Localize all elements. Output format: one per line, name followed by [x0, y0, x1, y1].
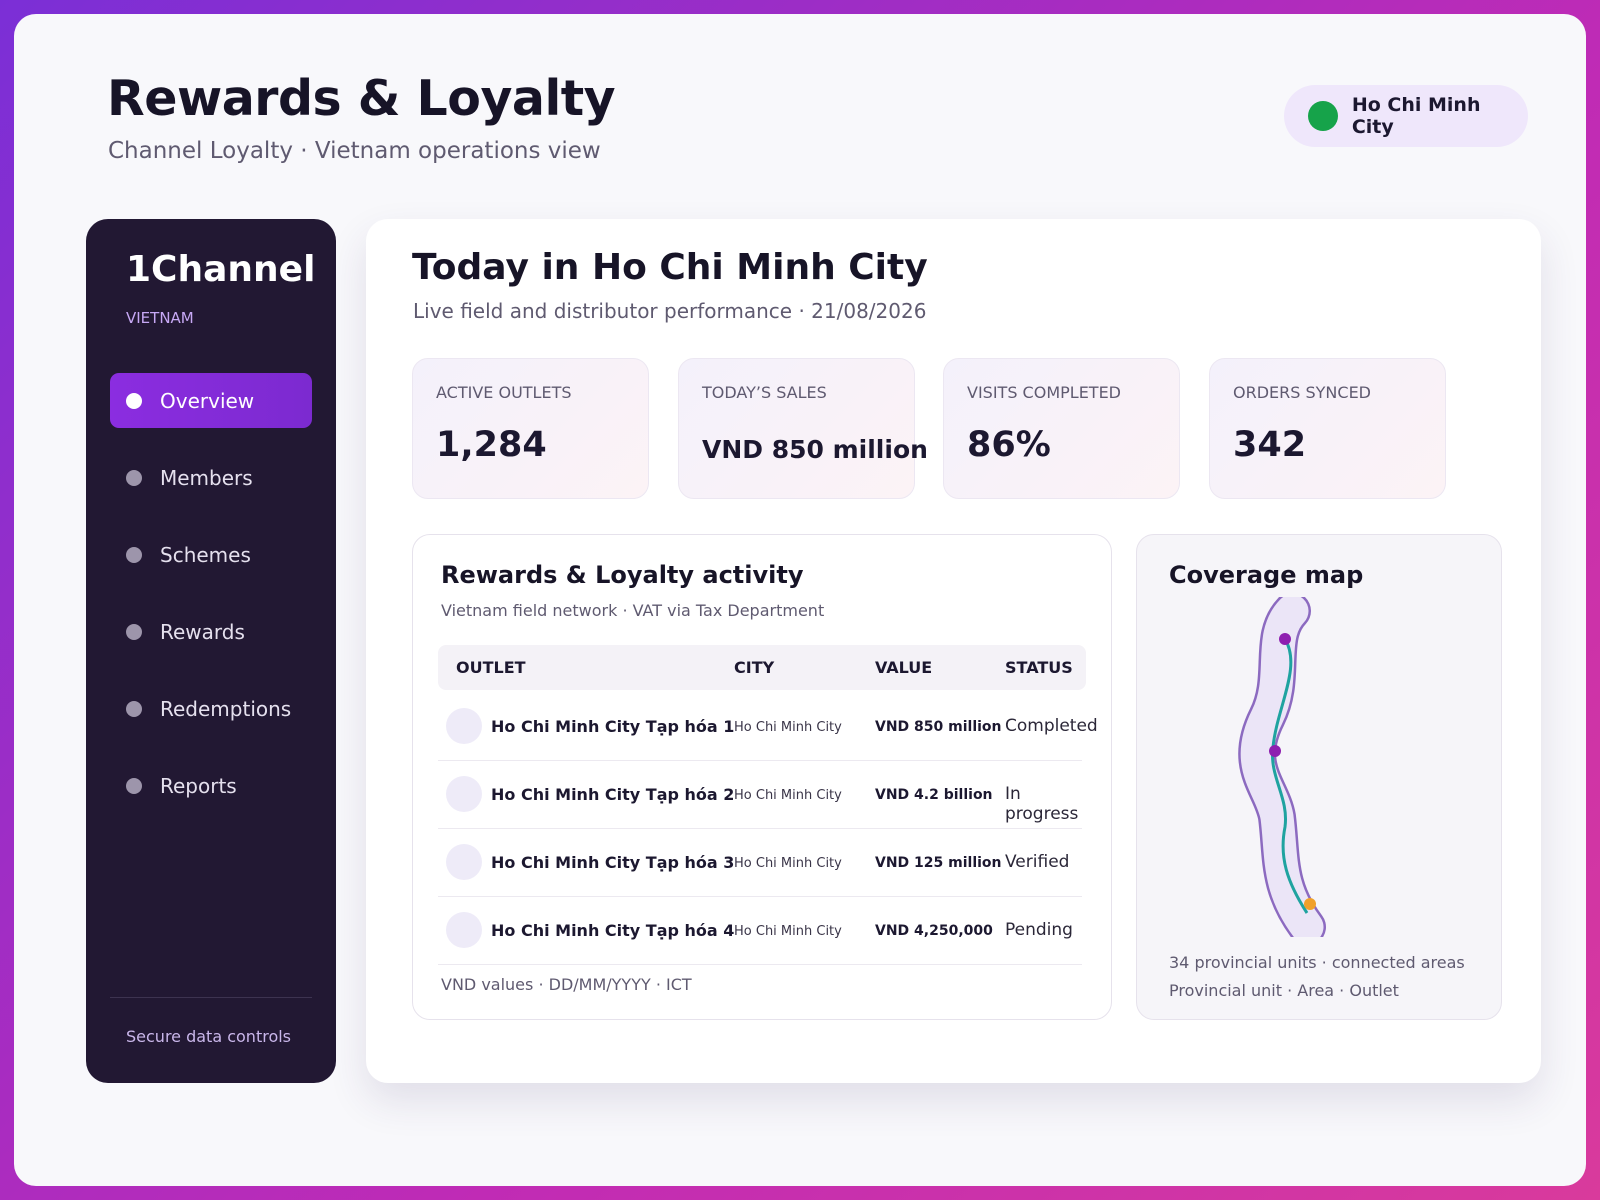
- status-dot: [1308, 101, 1338, 131]
- cell-city: Ho Chi Minh City: [734, 720, 842, 735]
- cell-status: In progress: [1005, 784, 1079, 824]
- nav-bullet: [126, 469, 142, 486]
- location-pill[interactable]: Ho Chi Minh City: [1284, 85, 1528, 147]
- route: [1270, 638, 1309, 914]
- avatar: [446, 776, 482, 812]
- map-pin: [1279, 633, 1291, 645]
- table-row: Ho Chi Minh City Tạp hóa 1 Ho Chi Minh Ci…: [438, 692, 1098, 761]
- kpi-value: 1,284: [436, 425, 547, 465]
- cell-status: Completed: [1005, 716, 1098, 736]
- nav-item[interactable]: Redemptions: [110, 681, 312, 736]
- avatar: [446, 912, 482, 948]
- table-header: OUTLET CITY VALUE STATUS: [438, 645, 1086, 690]
- sidebar: 1Channel VIETNAM Overview Members Scheme…: [86, 219, 336, 1083]
- nav-label: Schemes: [160, 542, 251, 567]
- nav-item[interactable]: Rewards: [110, 604, 312, 659]
- kpi-card: ACTIVE OUTLETS 1,284: [412, 358, 649, 499]
- cell-value: VND 4.2 billion: [875, 787, 993, 803]
- column-header: STATUS: [1005, 658, 1073, 677]
- nav-item[interactable]: Reports: [110, 758, 312, 813]
- cell-city: Ho Chi Minh City: [734, 924, 842, 939]
- main-subtitle: Live field and distributor performance ·…: [413, 299, 927, 323]
- column-header: VALUE: [875, 658, 933, 677]
- map-graphic: [1238, 597, 1326, 937]
- divider: [110, 997, 312, 998]
- nav-bullet: [126, 777, 142, 794]
- activity-subtitle: Vietnam field network · VAT via Tax Depa…: [441, 601, 825, 620]
- cell-value: VND 125 million: [875, 855, 1002, 871]
- activity-title: Rewards & Loyalty activity: [441, 561, 804, 589]
- nav-bullet: [126, 546, 142, 563]
- cell-city: Ho Chi Minh City: [734, 856, 842, 871]
- nav-bullet: [126, 700, 142, 717]
- column-header: CITY: [734, 658, 775, 677]
- region-fill: [1240, 597, 1324, 937]
- kpi-value: 86%: [967, 425, 1051, 465]
- table-row: Ho Chi Minh City Tạp hóa 3 Ho Chi Minh Ci…: [438, 828, 1082, 897]
- kpi-label: VISITS COMPLETED: [967, 383, 1121, 402]
- sidebar-footer[interactable]: Secure data controls: [126, 1027, 292, 1046]
- location: Ho Chi Minh City: [1351, 94, 1481, 138]
- nav-bullet: [126, 623, 142, 640]
- cell-status: Verified: [1005, 852, 1070, 872]
- cell-value: VND 850 million: [875, 719, 1002, 735]
- nav-item[interactable]: Members: [110, 450, 312, 505]
- kpi-card: VISITS COMPLETED 86%: [943, 358, 1180, 499]
- map-card: Coverage map 34 provincial units · conne…: [1136, 534, 1502, 1020]
- nav-item[interactable]: Schemes: [110, 527, 312, 582]
- nav-label: Reports: [160, 773, 237, 798]
- table-row: Ho Chi Minh City Tạp hóa 2 Ho Chi Minh Ci…: [438, 760, 1082, 829]
- kpi-label: TODAY’S SALES: [702, 383, 827, 402]
- main-card: Today in Ho Chi Minh City Live field and…: [366, 219, 1541, 1083]
- avatar: [446, 708, 482, 744]
- kpi-label: ACTIVE OUTLETS: [436, 383, 572, 402]
- cell-outlet: Ho Chi Minh City Tạp hóa 1: [491, 717, 735, 736]
- nav-bullet: [126, 392, 142, 409]
- page-subtitle: Channel Loyalty · Vietnam operations vie…: [108, 138, 601, 164]
- nav-label: Overview: [160, 388, 255, 413]
- map-title: Coverage map: [1169, 561, 1364, 589]
- kpi-card: ORDERS SYNCED 342: [1209, 358, 1446, 499]
- main-title: Today in Ho Chi Minh City: [412, 247, 928, 288]
- cell-outlet: Ho Chi Minh City Tạp hóa 4: [491, 921, 735, 940]
- nav-label: Redemptions: [160, 696, 292, 721]
- nav-label: Rewards: [160, 619, 245, 644]
- frame: Rewards & Loyalty Channel Loyalty · Viet…: [14, 14, 1586, 1186]
- kpi-card: TODAY’S SALES VND 850 million: [678, 358, 928, 499]
- map-caption: 34 provincial units · connected areas: [1169, 953, 1465, 972]
- kpi-value: VND 850 million: [702, 435, 928, 464]
- brand: 1Channel: [126, 249, 316, 290]
- page-title: Rewards & Loyalty: [107, 70, 616, 127]
- nav-item[interactable]: Overview: [110, 373, 312, 428]
- kpi-label: ORDERS SYNCED: [1233, 383, 1371, 402]
- cell-outlet: Ho Chi Minh City Tạp hóa 2: [491, 785, 735, 804]
- cell-outlet: Ho Chi Minh City Tạp hóa 3: [491, 853, 735, 872]
- map-caption: Provincial unit · Area · Outlet: [1169, 981, 1399, 1000]
- table-footnote: VND values · DD/MM/YYYY · ICT: [441, 975, 692, 994]
- map-pin: [1269, 745, 1281, 757]
- avatar: [446, 844, 482, 880]
- table-row: Ho Chi Minh City Tạp hóa 4 Ho Chi Minh Ci…: [438, 896, 1082, 965]
- cell-city: Ho Chi Minh City: [734, 788, 842, 803]
- nav-label: Members: [160, 465, 253, 490]
- cell-status: Pending: [1005, 920, 1073, 940]
- column-header: OUTLET: [456, 658, 526, 677]
- cell-value: VND 4,250,000: [875, 923, 993, 939]
- region: VIETNAM: [126, 309, 194, 327]
- map-pin: [1304, 898, 1316, 910]
- activity-card: Rewards & Loyalty activity Vietnam field…: [412, 534, 1112, 1020]
- kpi-value: 342: [1233, 425, 1307, 465]
